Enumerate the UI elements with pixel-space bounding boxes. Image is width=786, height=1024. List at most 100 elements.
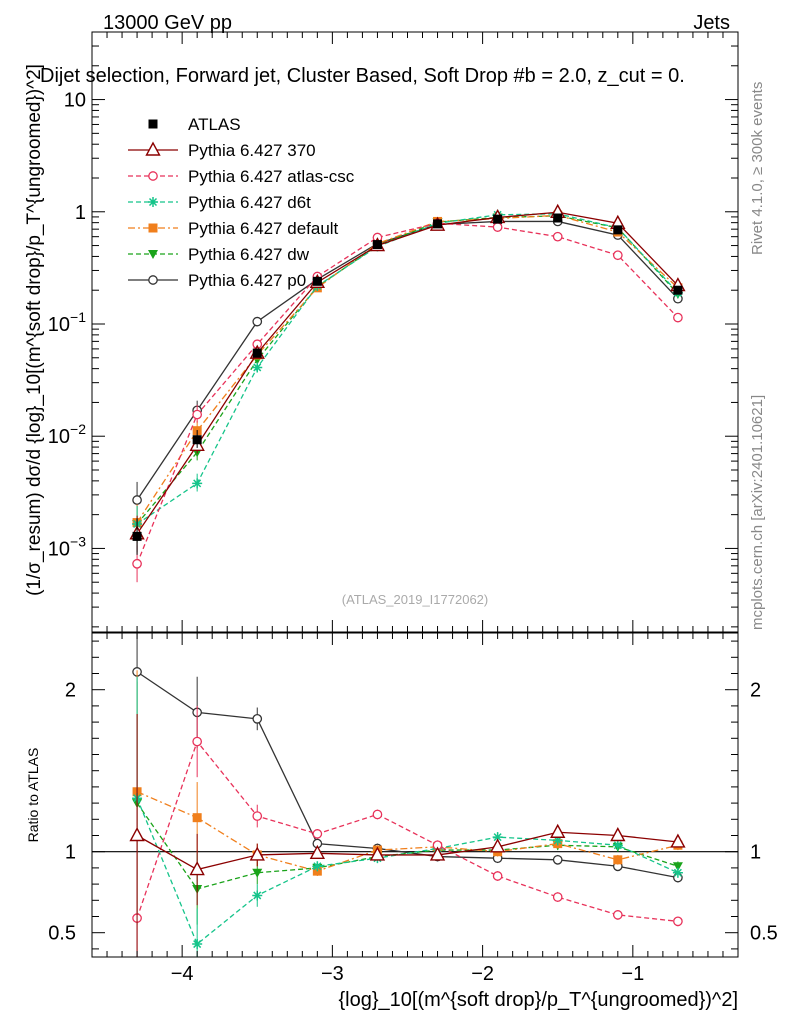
energy-label: 13000 GeV pp bbox=[103, 12, 232, 34]
data-point-atlas bbox=[553, 213, 563, 223]
ratio-line-dw bbox=[136, 802, 679, 890]
ratio-point-atlas_csc bbox=[312, 829, 323, 839]
ratio-point-default bbox=[613, 855, 623, 865]
ratio-point-d6t bbox=[252, 890, 263, 901]
ratio-point-p370 bbox=[309, 844, 326, 860]
ratio-point-p370 bbox=[189, 861, 205, 876]
main-plot-frame bbox=[91, 31, 739, 633]
ratio-point-d6t bbox=[192, 939, 203, 950]
ratio-point-p0 bbox=[552, 854, 563, 865]
x-tick-label: −3 bbox=[321, 963, 344, 985]
ratio-point-p370 bbox=[129, 827, 145, 842]
ratio-line-p370 bbox=[136, 831, 678, 871]
main-plot-area bbox=[129, 203, 686, 583]
data-point-atlas bbox=[132, 531, 142, 541]
ratio-y-tick-label: 0.5 bbox=[48, 923, 76, 945]
x-axis-label: {log}_10[(m^{soft drop}/p_T^{ungroomed})… bbox=[338, 989, 738, 1011]
data-point-p0 bbox=[132, 495, 142, 505]
ratio-point-d6t bbox=[672, 867, 683, 878]
ratio-point-atlas_csc bbox=[673, 916, 683, 927]
y-tick-label: 10 bbox=[64, 90, 86, 112]
data-point-atlas bbox=[372, 240, 382, 250]
data-point-atlas_csc bbox=[132, 558, 142, 569]
data-point-atlas_csc bbox=[192, 409, 203, 420]
ratio-point-atlas_csc bbox=[252, 811, 263, 821]
ratio-point-p370 bbox=[550, 823, 566, 838]
y-tick-label: 10−3 bbox=[48, 533, 86, 560]
ratio-point-p370 bbox=[249, 846, 265, 861]
ratio-point-atlas_csc bbox=[492, 871, 503, 881]
x-tick-label: −2 bbox=[471, 963, 494, 985]
ratio-point-atlas_csc bbox=[192, 736, 203, 747]
ratio-point-atlas_csc bbox=[372, 809, 383, 820]
data-point-atlas bbox=[673, 285, 683, 295]
data-point-atlas bbox=[252, 348, 262, 358]
ratio-line-atlas_csc bbox=[136, 740, 678, 923]
y-tick-label: 10−2 bbox=[48, 421, 86, 448]
legend-label-p370: Pythia 6.427 370 bbox=[188, 141, 316, 160]
main-series-group bbox=[129, 203, 686, 583]
data-point-atlas bbox=[493, 214, 503, 224]
ratio-point-p370 bbox=[670, 833, 686, 848]
legend-marker-atlas_csc bbox=[148, 171, 158, 181]
ratio-point-p370 bbox=[489, 838, 506, 853]
ratio-point-d6t bbox=[612, 840, 623, 851]
legend: ATLAS Pythia 6.427 370 Pythia 6.427 atlas-… bbox=[128, 115, 355, 290]
ratio-line-default bbox=[136, 791, 679, 872]
ratio-point-d6t bbox=[312, 861, 323, 872]
y-tick-label: 1 bbox=[75, 202, 86, 224]
y-axis-label-ratio: Ratio to ATLAS bbox=[25, 748, 41, 843]
legend-marker-p0 bbox=[148, 275, 158, 285]
ratio-y-tick-label-right: 2 bbox=[750, 680, 761, 702]
jets-label: Jets bbox=[693, 12, 730, 34]
legend-marker-atlas bbox=[148, 119, 158, 129]
axes: −4 −3 −2 −1 10−3 10−2 10−1 1 10 0.5 0.5 1 1 2 2 bbox=[48, 31, 778, 985]
ratio-point-atlas_csc bbox=[612, 910, 623, 920]
legend-marker-dw bbox=[148, 250, 158, 259]
data-point-d6t bbox=[252, 362, 263, 373]
legend-label-atlas: ATLAS bbox=[188, 115, 241, 134]
data-point-atlas bbox=[613, 225, 623, 235]
mcplots-label: mcplots.cern.ch [arXiv:2401.10621] bbox=[749, 395, 766, 630]
legend-label-atlas_csc: Pythia 6.427 atlas-csc bbox=[188, 167, 355, 186]
y-axis-label-main: (1/σ_resum) dσ/d {log}_10[(m^{soft drop}… bbox=[24, 64, 45, 596]
ratio-point-p370 bbox=[610, 827, 626, 842]
x-tick-label: −1 bbox=[621, 963, 644, 985]
ratio-point-d6t bbox=[492, 832, 503, 843]
ratio-point-dw bbox=[672, 862, 683, 872]
rivet-label: Rivet 4.1.0, ≥ 300k events bbox=[749, 82, 766, 255]
ratio-line-p0 bbox=[136, 671, 679, 879]
data-point-atlas_csc bbox=[673, 312, 683, 323]
ratio-line-d6t bbox=[136, 797, 679, 946]
ratio-plot-area bbox=[92, 633, 738, 957]
ratio-point-p0 bbox=[252, 714, 263, 724]
ratio-y-tick-label-right: 1 bbox=[750, 842, 761, 864]
series-line-default bbox=[136, 214, 679, 523]
data-point-p0 bbox=[252, 316, 263, 327]
data-point-d6t bbox=[192, 478, 203, 489]
legend-label-p0: Pythia 6.427 p0 bbox=[188, 271, 306, 290]
watermark: (ATLAS_2019_I1772062) bbox=[342, 592, 488, 607]
ratio-point-atlas_csc bbox=[552, 892, 563, 902]
ratio-y-tick-label-right: 0.5 bbox=[750, 923, 778, 945]
y-tick-label: 10−1 bbox=[48, 309, 86, 336]
plot-title: Dijet selection, Forward jet, Cluster Ba… bbox=[40, 65, 685, 87]
data-point-atlas bbox=[433, 219, 443, 229]
series-line-p370 bbox=[136, 211, 679, 535]
ratio-point-default bbox=[192, 813, 202, 823]
data-point-atlas bbox=[312, 276, 322, 286]
legend-label-default: Pythia 6.427 default bbox=[188, 219, 339, 238]
ratio-y-tick-label: 1 bbox=[65, 842, 76, 864]
series-line-dw bbox=[136, 215, 679, 525]
data-point-atlas_csc bbox=[492, 222, 503, 232]
x-tick-label: −4 bbox=[171, 963, 194, 985]
ratio-point-p370 bbox=[369, 846, 386, 861]
data-point-atlas bbox=[192, 435, 202, 445]
data-point-atlas_csc bbox=[552, 231, 563, 242]
legend-marker-default bbox=[148, 223, 158, 233]
legend-marker-p370 bbox=[145, 141, 161, 156]
ratio-y-tick-label: 2 bbox=[65, 680, 76, 702]
ratio-point-dw bbox=[252, 868, 263, 878]
ratio-point-p370 bbox=[429, 846, 446, 861]
